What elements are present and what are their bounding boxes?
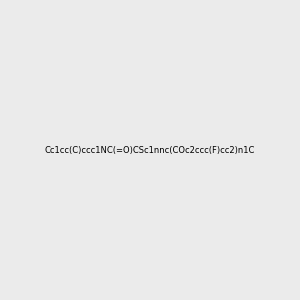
Text: Cc1cc(C)ccc1NC(=O)CSc1nnc(COc2ccc(F)cc2)n1C: Cc1cc(C)ccc1NC(=O)CSc1nnc(COc2ccc(F)cc2)…: [45, 146, 255, 154]
